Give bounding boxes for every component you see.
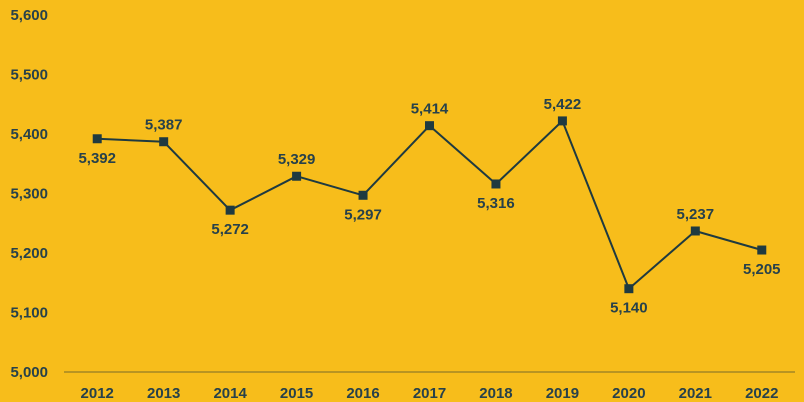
x-tick-label: 2021	[679, 385, 712, 402]
data-labels: 5,392 5,387 5,272 5,329 5,297 5,414 5,316 5,422…	[78, 96, 780, 317]
data-label: 5,422	[544, 96, 582, 113]
data-point-marker	[624, 284, 634, 294]
x-tick-label: 2014	[213, 385, 247, 402]
data-label: 5,316	[477, 195, 515, 212]
x-tick-label: 2017	[413, 385, 446, 402]
y-tick-label: 5,000	[10, 364, 48, 381]
x-tick-label: 2012	[81, 385, 114, 402]
data-label: 5,414	[411, 101, 449, 118]
data-label: 5,272	[211, 221, 249, 238]
data-point-marker	[690, 226, 700, 236]
x-tick-label: 2013	[147, 385, 180, 402]
y-axis: 5,000 5,100 5,200 5,300 5,400 5,500 5,600	[10, 7, 48, 381]
data-point-marker	[92, 134, 102, 144]
y-tick-label: 5,500	[10, 67, 48, 84]
series-line	[97, 119, 763, 290]
x-axis: 2012 2013 2014 2015 2016 2017 2018 2019 2020 2021…	[64, 371, 795, 402]
y-tick-label: 5,400	[10, 126, 48, 143]
series	[92, 116, 767, 294]
data-point-marker	[491, 179, 501, 189]
data-point-marker	[225, 205, 235, 215]
x-tick-label: 2018	[479, 385, 512, 402]
y-tick-label: 5,200	[10, 245, 48, 262]
x-tick-label: 2019	[546, 385, 579, 402]
x-tick-label: 2015	[280, 385, 313, 402]
x-tick-label: 2020	[612, 385, 645, 402]
data-point-marker	[159, 137, 169, 147]
data-point-marker	[425, 121, 434, 131]
x-tick-label: 2022	[745, 385, 778, 402]
data-point-marker	[557, 116, 567, 126]
y-tick-label: 5,300	[10, 186, 48, 203]
data-point-marker	[292, 171, 302, 181]
data-label: 5,329	[278, 151, 316, 168]
data-label: 5,387	[145, 117, 183, 134]
data-label: 5,297	[344, 206, 382, 223]
data-point-marker	[757, 245, 767, 255]
y-tick-label: 5,600	[10, 7, 48, 24]
data-label: 5,237	[677, 206, 715, 223]
data-point-marker	[358, 190, 368, 200]
data-label: 5,205	[743, 261, 781, 278]
x-tick-label: 2016	[346, 385, 379, 402]
data-label: 5,392	[78, 150, 116, 167]
data-label: 5,140	[610, 300, 648, 317]
y-tick-label: 5,100	[10, 305, 48, 322]
